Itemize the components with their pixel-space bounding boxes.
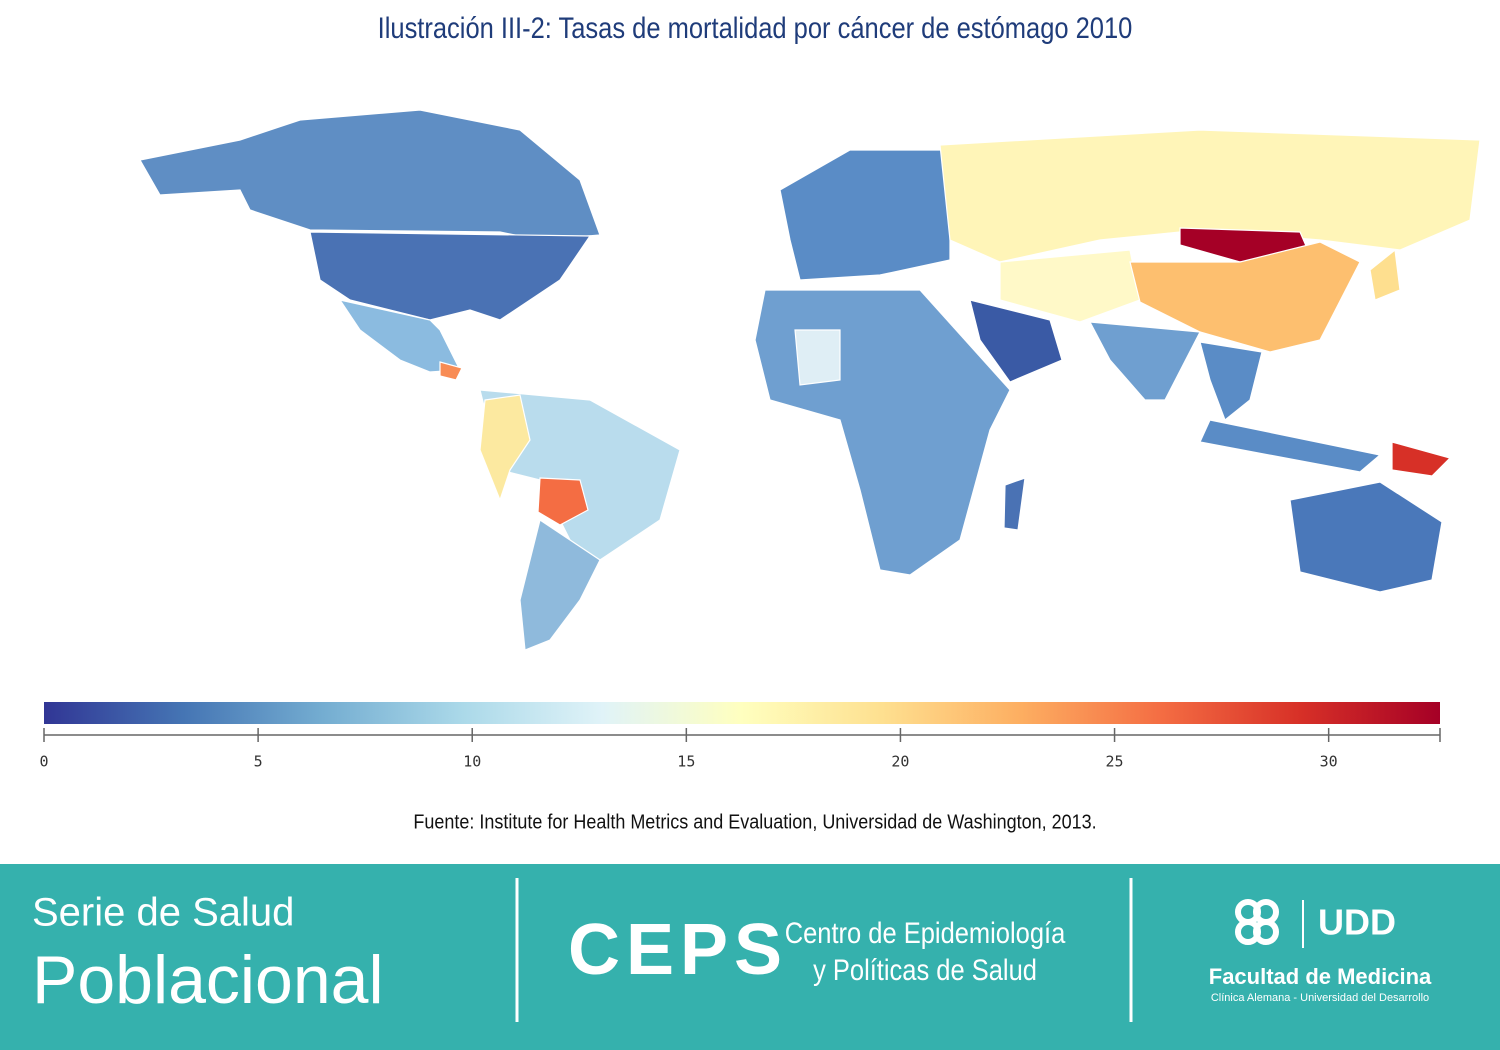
footer [0, 864, 1500, 1050]
series-title: Serie de Salud [32, 891, 294, 935]
source: Fuente: Institute for Health Metrics and… [413, 811, 1096, 833]
land [1391, 441, 1452, 477]
tick-label: 20 [891, 753, 909, 771]
land [1199, 341, 1263, 421]
land [519, 519, 601, 651]
land [1003, 477, 1026, 531]
faculty: Facultad de Medicina [1209, 964, 1432, 989]
tick-label: 0 [39, 753, 48, 771]
udd-logo-icon [1235, 899, 1279, 945]
udd-logo: UDD [1318, 902, 1396, 943]
land [1289, 481, 1443, 593]
tick-label: 5 [254, 753, 263, 771]
tick-label: 25 [1106, 753, 1124, 771]
tick-label: 15 [677, 753, 695, 771]
tick-label: 30 [1320, 753, 1338, 771]
land [139, 109, 601, 241]
land [309, 231, 592, 321]
tick-label: 10 [463, 753, 481, 771]
map [139, 109, 1481, 651]
land [439, 361, 463, 381]
land [1129, 241, 1361, 353]
land [479, 394, 531, 502]
land [1088, 321, 1201, 401]
ceps-name: y Políticas de Salud [813, 953, 1037, 986]
land [939, 129, 1481, 263]
series-title: Poblacional [32, 942, 384, 1018]
land [1199, 419, 1382, 473]
ceps-name: Centro de Epidemiología [785, 916, 1066, 949]
ceps-logo: CEPS [568, 910, 788, 990]
land [794, 329, 841, 386]
faculty-sub: Clínica Alemana - Universidad del Desarr… [1211, 992, 1429, 1004]
land [754, 289, 1011, 576]
colorbar [44, 702, 1440, 724]
chart-title: Ilustración III-2: Tasas de mortalidad p… [378, 11, 1133, 44]
land [779, 149, 951, 281]
land [537, 477, 589, 526]
land [969, 299, 1063, 383]
land [999, 249, 1141, 323]
land [1369, 248, 1401, 301]
